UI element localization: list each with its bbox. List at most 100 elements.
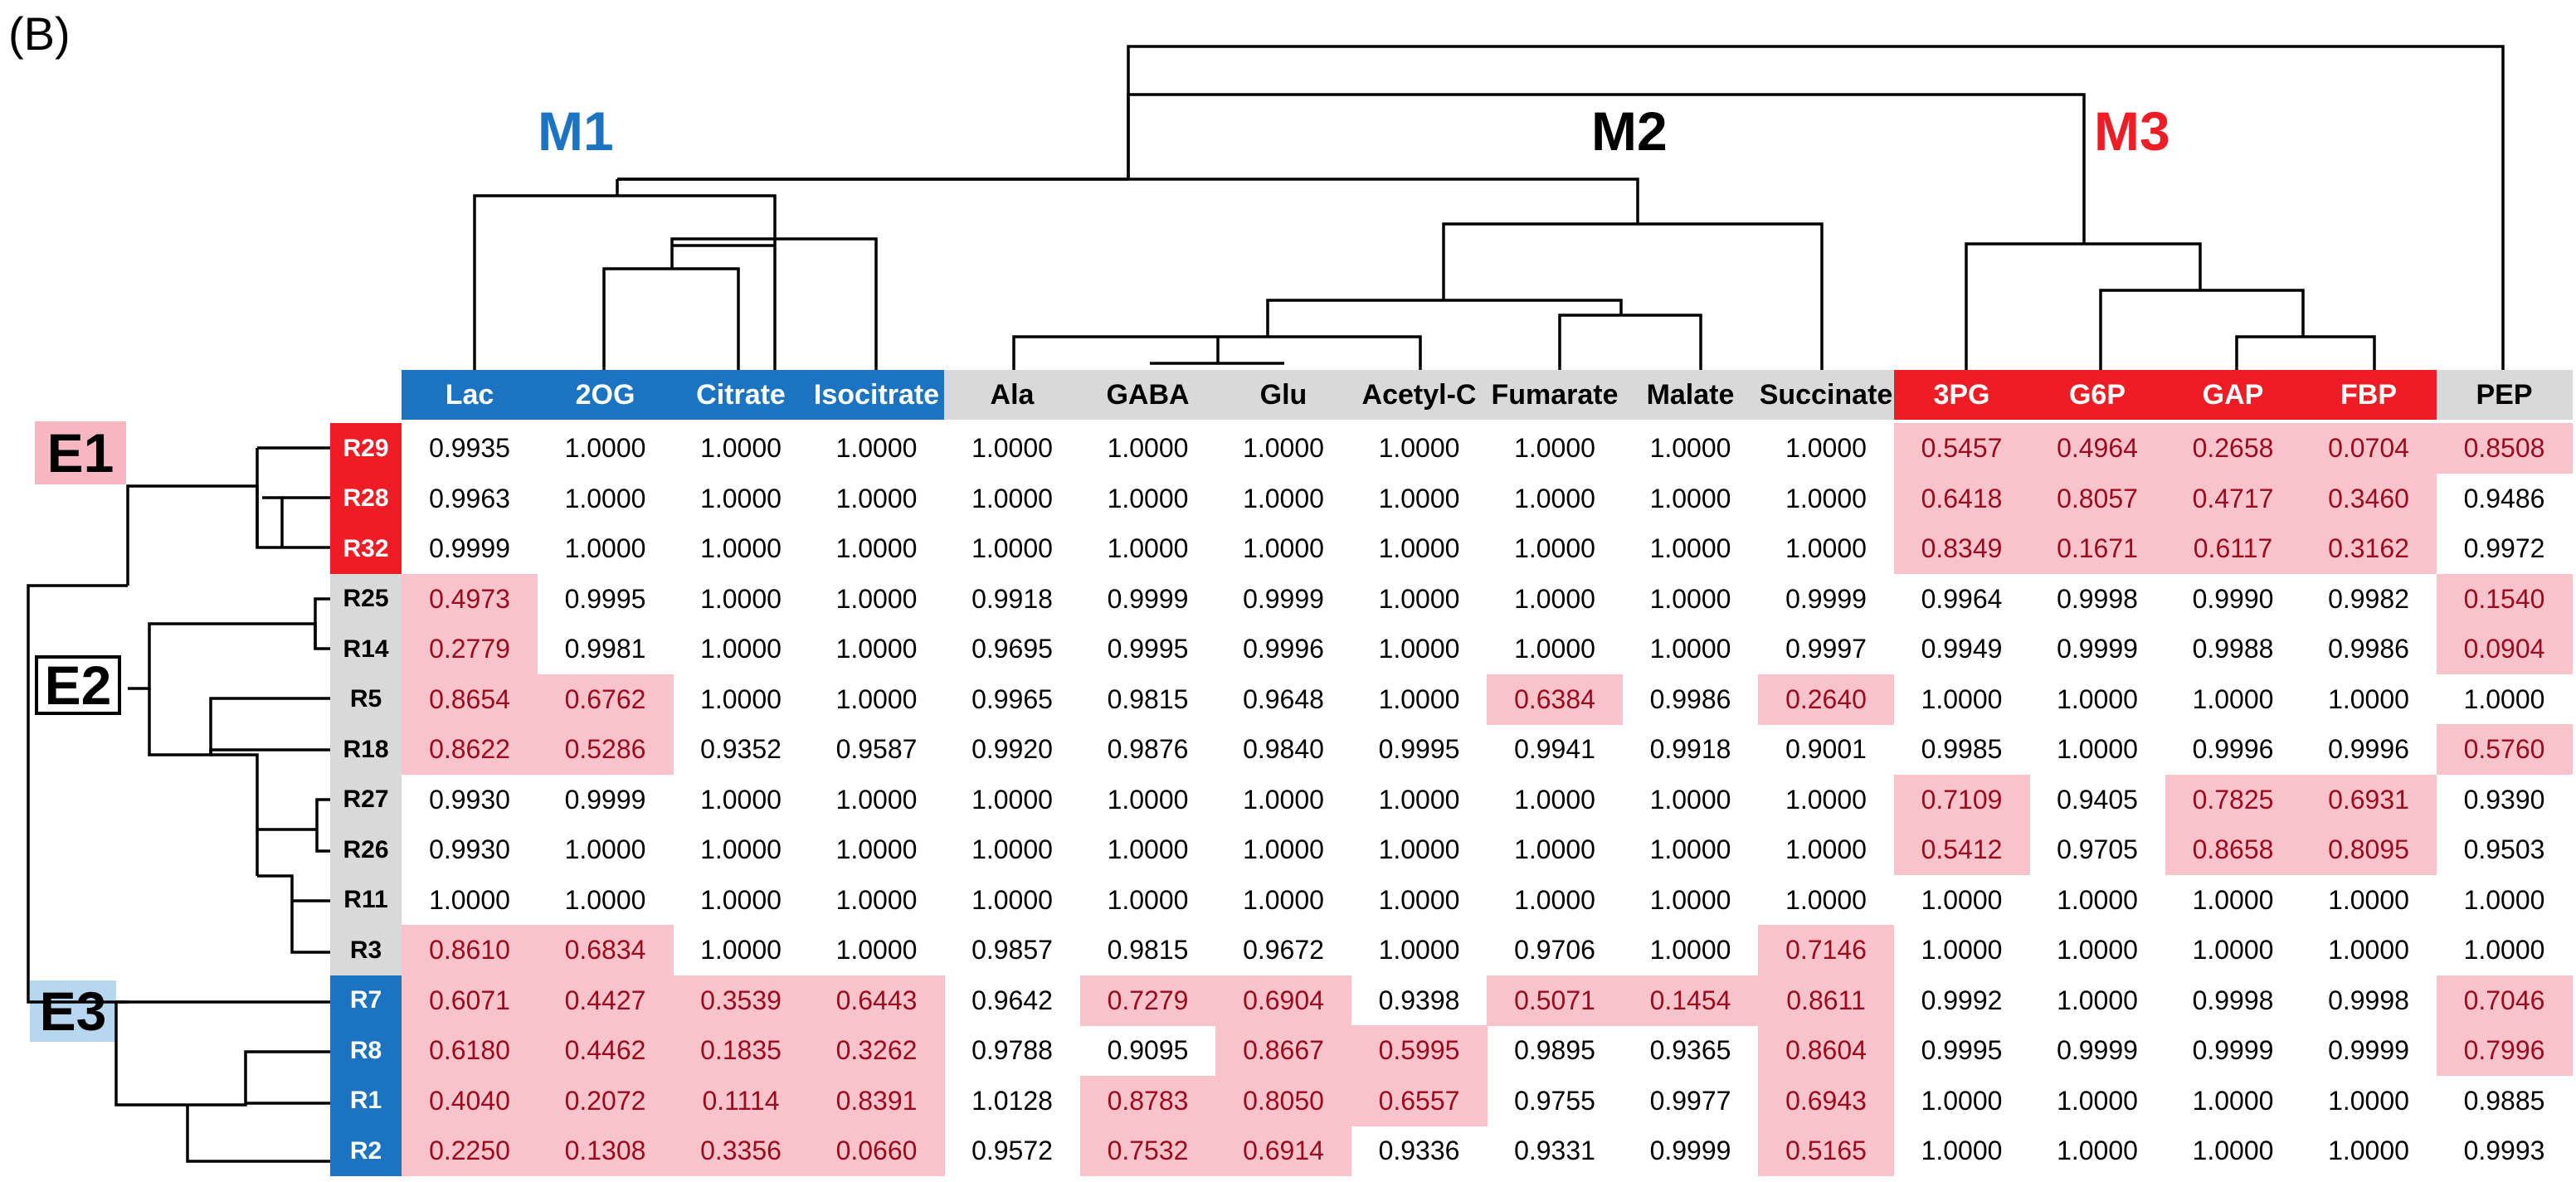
table-cell: 0.3539 <box>673 975 809 1026</box>
row-dendro-lower2 <box>211 753 259 876</box>
table-cell: 0.8050 <box>1215 1075 1351 1126</box>
table-cell: 0.9705 <box>2057 834 2138 864</box>
table-cell: 0.8611 <box>1758 975 1894 1026</box>
row-label-r2: R2 <box>330 1126 402 1176</box>
table-cell: 1.0000 <box>2463 683 2545 714</box>
table-cell: 0.9503 <box>2463 834 2545 864</box>
table-cell: 0.6557 <box>1351 1075 1488 1126</box>
module-label-m3: M3 <box>2094 100 2170 163</box>
row-label-r26: R26 <box>330 824 402 875</box>
table-cell: 1.0000 <box>700 634 782 664</box>
table-cell: 0.9815 <box>1107 935 1189 965</box>
table-cell: 0.9963 <box>429 483 510 513</box>
table-cell: 0.9986 <box>1649 683 1731 714</box>
table-cell: 0.9095 <box>1107 1035 1189 1065</box>
table-cell: 1.0000 <box>1649 634 1731 664</box>
table-cell: 1.0000 <box>700 683 782 714</box>
table-cell: 1.0000 <box>1921 683 2003 714</box>
table-cell: 0.7109 <box>1893 774 2030 825</box>
table-cell: 0.6914 <box>1215 1126 1351 1176</box>
table-cell: 0.9964 <box>1921 583 2003 614</box>
table-cell: 0.7046 <box>2436 975 2573 1026</box>
row-label-r28: R28 <box>330 473 402 524</box>
table-cell: 0.9985 <box>1921 734 2003 764</box>
table-cell: 1.0000 <box>1785 433 1867 463</box>
column-header-citrate: Citrate <box>673 370 809 420</box>
table-cell: 1.0000 <box>1514 433 1595 463</box>
column-header-malate: Malate <box>1622 370 1759 420</box>
table-cell: 1.0000 <box>1243 834 1324 864</box>
col-dendro-fum-mal <box>1558 314 1702 370</box>
table-cell: 0.4973 <box>402 573 538 625</box>
table-cell: 0.3262 <box>808 1025 945 1076</box>
row-dendro-r25-r14 <box>314 597 330 649</box>
column-header-isocitrate: Isocitrate <box>808 370 945 420</box>
col-dendro-m3 <box>1965 242 2202 370</box>
table-cell: 0.7146 <box>1758 925 1894 975</box>
table-cell: 1.0000 <box>564 884 646 915</box>
column-header-acetyl-c: Acetyl-C <box>1351 370 1488 420</box>
table-cell: 0.1454 <box>1622 975 1759 1026</box>
table-cell: 1.0000 <box>971 784 1053 815</box>
table-cell: 0.2250 <box>402 1126 538 1176</box>
table-cell: 1.0000 <box>1649 533 1731 563</box>
table-cell: 0.9996 <box>2192 734 2274 764</box>
column-header-succinate: Succinate <box>1758 370 1894 420</box>
table-cell: 0.9977 <box>1649 1085 1731 1116</box>
table-cell: 0.9815 <box>1107 683 1189 714</box>
table-cell: 1.0000 <box>1785 533 1867 563</box>
table-cell: 0.9949 <box>1921 634 2003 664</box>
table-cell: 0.9572 <box>971 1136 1053 1165</box>
table-cell: 0.9885 <box>2463 1085 2545 1116</box>
col-dendro-m2-top <box>1127 93 2086 244</box>
table-cell: 1.0000 <box>2328 935 2409 965</box>
table-cell: 0.9920 <box>971 734 1053 764</box>
table-cell: 1.0000 <box>1243 884 1324 915</box>
table-cell: 1.0000 <box>971 483 1053 513</box>
table-cell: 1.0000 <box>1107 433 1189 463</box>
table-cell: 0.5165 <box>1758 1126 1894 1176</box>
table-cell: 0.8508 <box>2436 423 2573 474</box>
table-cell: 0.9995 <box>1378 734 1460 764</box>
table-cell: 0.5071 <box>1487 975 1623 1026</box>
table-cell: 0.9857 <box>971 935 1053 965</box>
table-cell: 1.0000 <box>835 634 918 664</box>
table-cell: 1.0000 <box>700 834 782 864</box>
table-cell: 1.0000 <box>2328 1136 2409 1165</box>
table-cell: 0.4040 <box>402 1075 538 1126</box>
table-cell: 0.6180 <box>402 1025 538 1076</box>
table-cell: 1.0000 <box>1921 935 2003 965</box>
table-cell: 0.1308 <box>537 1126 674 1176</box>
table-cell: 0.6384 <box>1487 674 1623 725</box>
table-cell: 1.0000 <box>1243 433 1324 463</box>
table-cell: 0.9365 <box>1649 1035 1731 1065</box>
table-cell: 1.0000 <box>1107 834 1189 864</box>
column-header-gaba: GABA <box>1079 370 1216 420</box>
table-cell: 0.8391 <box>808 1075 945 1126</box>
row-label-r29: R29 <box>330 423 402 474</box>
col-dendro-gap-fbp <box>2235 335 2376 370</box>
table-cell: 0.2640 <box>1758 674 1894 725</box>
table-cell: 1.0000 <box>2192 1136 2274 1165</box>
table-cell: 1.0000 <box>2192 935 2274 965</box>
table-cell: 0.4964 <box>2029 423 2165 474</box>
table-cell: 1.0000 <box>1107 784 1189 815</box>
table-cell: 1.0000 <box>1107 483 1189 513</box>
table-cell: 1.0000 <box>835 583 918 614</box>
table-cell: 0.8667 <box>1215 1025 1351 1076</box>
column-header-lac: Lac <box>402 370 538 420</box>
table-cell: 1.0000 <box>564 533 646 563</box>
module-m1-text: M1 <box>538 100 614 162</box>
table-cell: 0.8783 <box>1079 1075 1216 1126</box>
row-label-r7: R7 <box>330 975 402 1026</box>
table-cell: 0.9999 <box>2328 1035 2409 1065</box>
row-label-r1: R1 <box>330 1075 402 1126</box>
table-cell: 1.0000 <box>971 834 1053 864</box>
col-dendro-g6p-grp <box>2099 289 2305 370</box>
table-cell: 1.0000 <box>1378 583 1460 614</box>
col-dendro-m1 <box>473 194 777 370</box>
table-cell: 0.9996 <box>1243 634 1324 664</box>
row-dendro-r18 <box>209 748 330 755</box>
